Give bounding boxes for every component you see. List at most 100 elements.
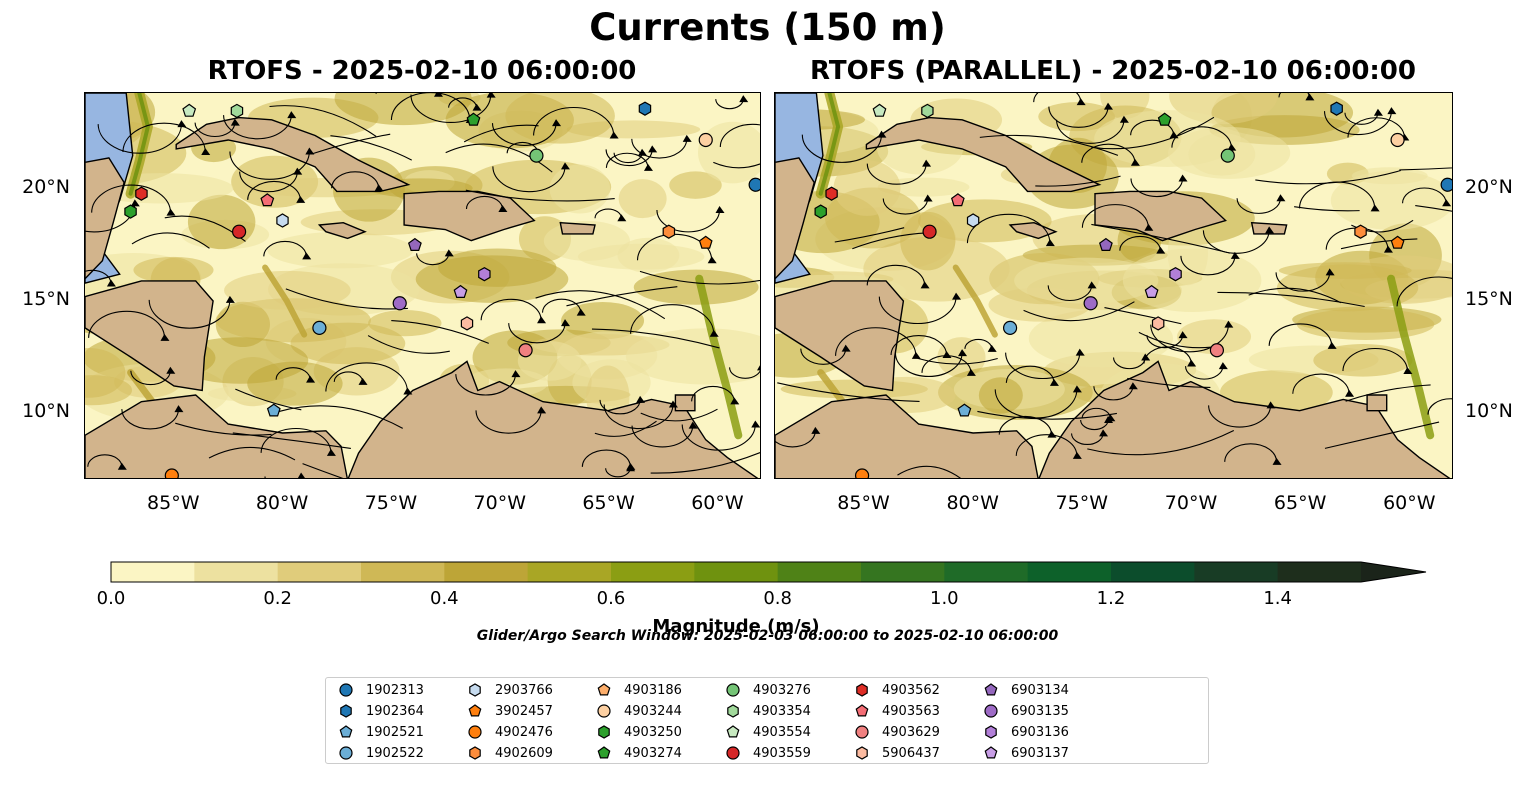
legend-swatch-4903563 [855,704,869,717]
colorbar-bin-4 [444,562,529,582]
colorbar-bin-14 [1277,562,1362,582]
colorbar-graphic [110,561,1427,583]
float-marker-1902364 [1330,101,1343,116]
legend-label: 4903244 [624,703,682,719]
colorbar-bin-13 [1194,562,1279,582]
colorbar-bin-8 [777,562,862,582]
float-marker-4903276 [1220,148,1235,163]
colorbar-bin-7 [694,562,779,582]
legend-item-6903135: 6903135 [983,703,1069,719]
legend-marker-pentagon-icon [339,725,353,738]
streamlines [85,93,760,478]
float-marker-6903137 [453,284,468,298]
legend-marker-circle-icon [339,746,353,760]
x-tick-left-0: 85°W [147,492,200,514]
float-marker-4903250 [124,204,137,219]
legend-label: 6903134 [1011,682,1069,698]
colorbar-tick-4: 0.8 [763,588,792,609]
land-masses [775,93,1451,478]
float-marker-4903629 [1209,343,1225,358]
legend-swatch-4903562 [856,683,868,697]
legend-swatch-6903135 [984,704,998,718]
y-tick-left-0: 20°N [22,176,70,199]
legend-item-4903354: 4903354 [725,703,811,719]
float-marker-4903354 [921,103,934,119]
legend-marker-pentagon-icon [726,725,740,738]
colorbar-tick-0: 0.0 [96,588,126,609]
x-tick-left-2: 75°W [364,492,418,514]
legend-marker-circle-icon [468,725,482,739]
x-tick-right-4: 65°W [1273,492,1327,514]
right-map-panel [774,92,1453,479]
legend-swatch-4903276 [726,683,740,697]
legend-label: 6903136 [1011,724,1069,740]
float-marker-4903563 [260,193,275,207]
legend-swatch-6903136 [985,725,997,739]
legend-item-4903250: 4903250 [596,724,682,740]
x-tick-left-4: 65°W [582,492,635,514]
x-tick-right-1: 80°W [946,492,999,514]
y-tick-left-2: 10°N [22,399,70,422]
legend-label: 4903629 [882,724,940,740]
float-marker-1902522 [312,320,327,335]
x-tick-right-3: 70°W [1164,492,1218,514]
legend-label: 4903250 [624,724,682,740]
legend-item-1902521: 1902521 [338,724,424,740]
legend-marker-hexagon-icon [340,704,352,718]
legend-swatch-4903354 [727,704,739,718]
legend-label: 4903186 [624,682,682,698]
float-marker-4902476 [854,468,870,478]
float-marker-4903563 [950,193,965,207]
legend-item-4903554: 4903554 [725,724,811,740]
legend-item-4902476: 4902476 [467,724,553,740]
legend-swatch-4903629 [855,725,869,739]
legend-marker-pentagon-icon [597,746,611,759]
legend-label: 5906437 [882,745,940,761]
legend-swatch-2903766 [469,683,481,697]
float-marker-4903629 [518,343,533,358]
legend-marker-circle-icon [855,725,869,739]
colorbar-bin-12 [1111,562,1195,582]
float-marker-3902457 [698,235,713,249]
land-masses [85,93,759,478]
colorbar-bin-11 [1027,562,1112,582]
legend-swatch-1902521 [339,725,353,738]
legend-item-1902313: 1902313 [338,682,424,698]
legend-swatch-4903244 [597,704,611,718]
legend-label: 1902313 [366,682,424,698]
colorbar-bin-3 [361,562,445,582]
legend-label: 4903276 [753,682,811,698]
legend-label: 4903562 [882,682,940,698]
float-markers [124,101,760,478]
y-tick-right-2: 10°N [1465,399,1513,422]
float-marker-2903766 [276,213,289,228]
legend-swatch-4903186 [597,683,611,696]
float-marker-4903244 [1390,132,1405,148]
colorbar [110,561,1430,583]
colorbar-tick-3: 0.6 [596,588,626,609]
legend-swatch-4902609 [469,746,481,760]
float-marker-1902522 [1002,320,1018,335]
float-marker-4903276 [529,148,544,163]
float-marker-5906437 [1151,316,1165,331]
legend-item-4903276: 4903276 [725,682,811,698]
float-marker-1902313 [1440,177,1452,192]
legend-item-6903134: 6903134 [983,682,1069,698]
search-window-text: Glider/Argo Search Window: 2025-02-03 06… [476,628,1059,644]
float-marker-1902521 [957,403,972,417]
float-marker-4903562 [135,186,148,201]
colorbar-tick-2: 0.4 [430,588,459,609]
y-tick-right-0: 20°N [1465,176,1513,199]
legend-swatch-1902313 [339,683,353,697]
legend-item-4903629: 4903629 [854,724,940,740]
float-marker-1902313 [748,177,760,192]
legend-swatch-6903134 [984,683,998,696]
float-legend: 1902313 1902364 1902521 1902522 2903766 39024… [325,677,1209,764]
float-marker-4902609 [662,224,676,239]
legend-marker-hexagon-icon [985,725,997,739]
legend-label: 6903135 [1011,703,1069,719]
legend-label: 4903274 [624,745,682,761]
legend-swatch-5906437 [856,746,868,760]
legend-marker-pentagon-icon [855,704,869,717]
float-marker-6903134 [1098,237,1113,251]
